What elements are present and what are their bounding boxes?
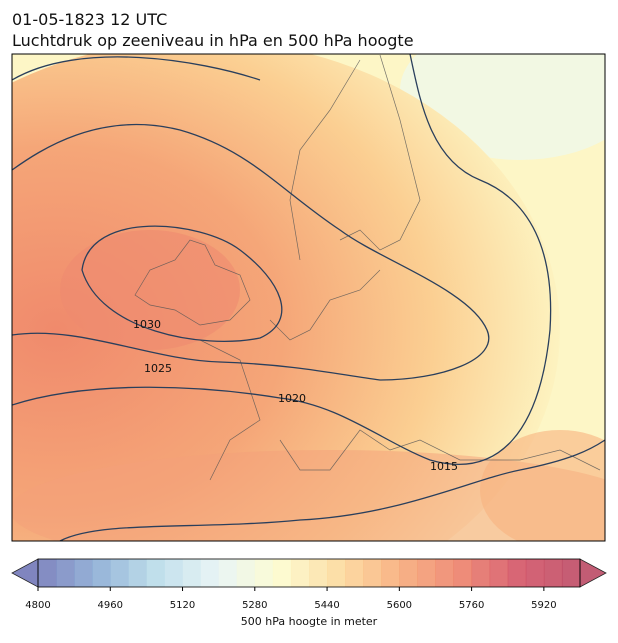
colorbar-tick-label: 5120 (170, 600, 195, 611)
colorbar-extend-high (579, 558, 607, 588)
colorbar-segment (525, 559, 545, 587)
map-title: Luchtdruk op zeeniveau in hPa en 500 hPa… (12, 31, 414, 50)
colorbar-segment (543, 559, 563, 587)
coastlines (134, 54, 601, 481)
colorbar-segment (489, 559, 509, 587)
colorbar-segment (56, 559, 75, 587)
colorbar-segment (327, 559, 346, 587)
colorbar-segment (561, 559, 581, 587)
map (12, 54, 605, 541)
colorbar-segment (164, 559, 184, 587)
date-title: 01-05-1823 12 UTC (12, 10, 167, 29)
colorbar-tick-label: 5440 (314, 600, 339, 611)
colorbar-segment (363, 559, 382, 587)
colorbar-segment (309, 559, 328, 587)
colorbar-segment (110, 559, 129, 587)
isobar-label: 1030 (133, 318, 161, 331)
isobar-label: 1025 (144, 362, 172, 375)
isobar-label: 1015 (430, 460, 458, 473)
colorbar-segment (399, 559, 418, 587)
colorbar-segment (453, 559, 473, 587)
colorbar-tick-label: 5760 (459, 600, 484, 611)
colorbar-segment (435, 559, 455, 587)
colorbar-segment (471, 559, 491, 587)
colorbar-extend-low (11, 558, 39, 588)
isobar-label: 1020 (278, 392, 306, 405)
colorbar-tick-label: 5920 (531, 600, 556, 611)
colorbar-segment (182, 559, 202, 587)
colorbar-segment (38, 559, 57, 587)
colorbar-segment (417, 559, 436, 587)
colorbar-segment (200, 559, 220, 587)
colorbar-segment (272, 559, 292, 587)
colorbar-frame (37, 558, 581, 588)
colorbar-segment (254, 559, 274, 587)
colorbar-segment (507, 559, 527, 587)
colorbar-tick-label: 5280 (242, 600, 267, 611)
colorbar-segment (381, 559, 400, 587)
colorbar-tick-label: 4960 (98, 600, 123, 611)
colorbar-segment (146, 559, 165, 587)
isobars (12, 54, 605, 541)
colorbar-segment (345, 559, 364, 587)
colorbar-segment (128, 559, 147, 587)
colorbar-tick-label: 4800 (25, 600, 50, 611)
colorbar-segment (236, 559, 256, 587)
colorbar-segment (92, 559, 111, 587)
colorbar-tick-label: 5600 (387, 600, 412, 611)
colorbar-segment (290, 559, 310, 587)
colorbar-segment (74, 559, 93, 587)
map-frame (11, 53, 606, 542)
colorbar-label: 500 hPa hoogte in meter (241, 615, 378, 628)
colorbar-segment (218, 559, 238, 587)
